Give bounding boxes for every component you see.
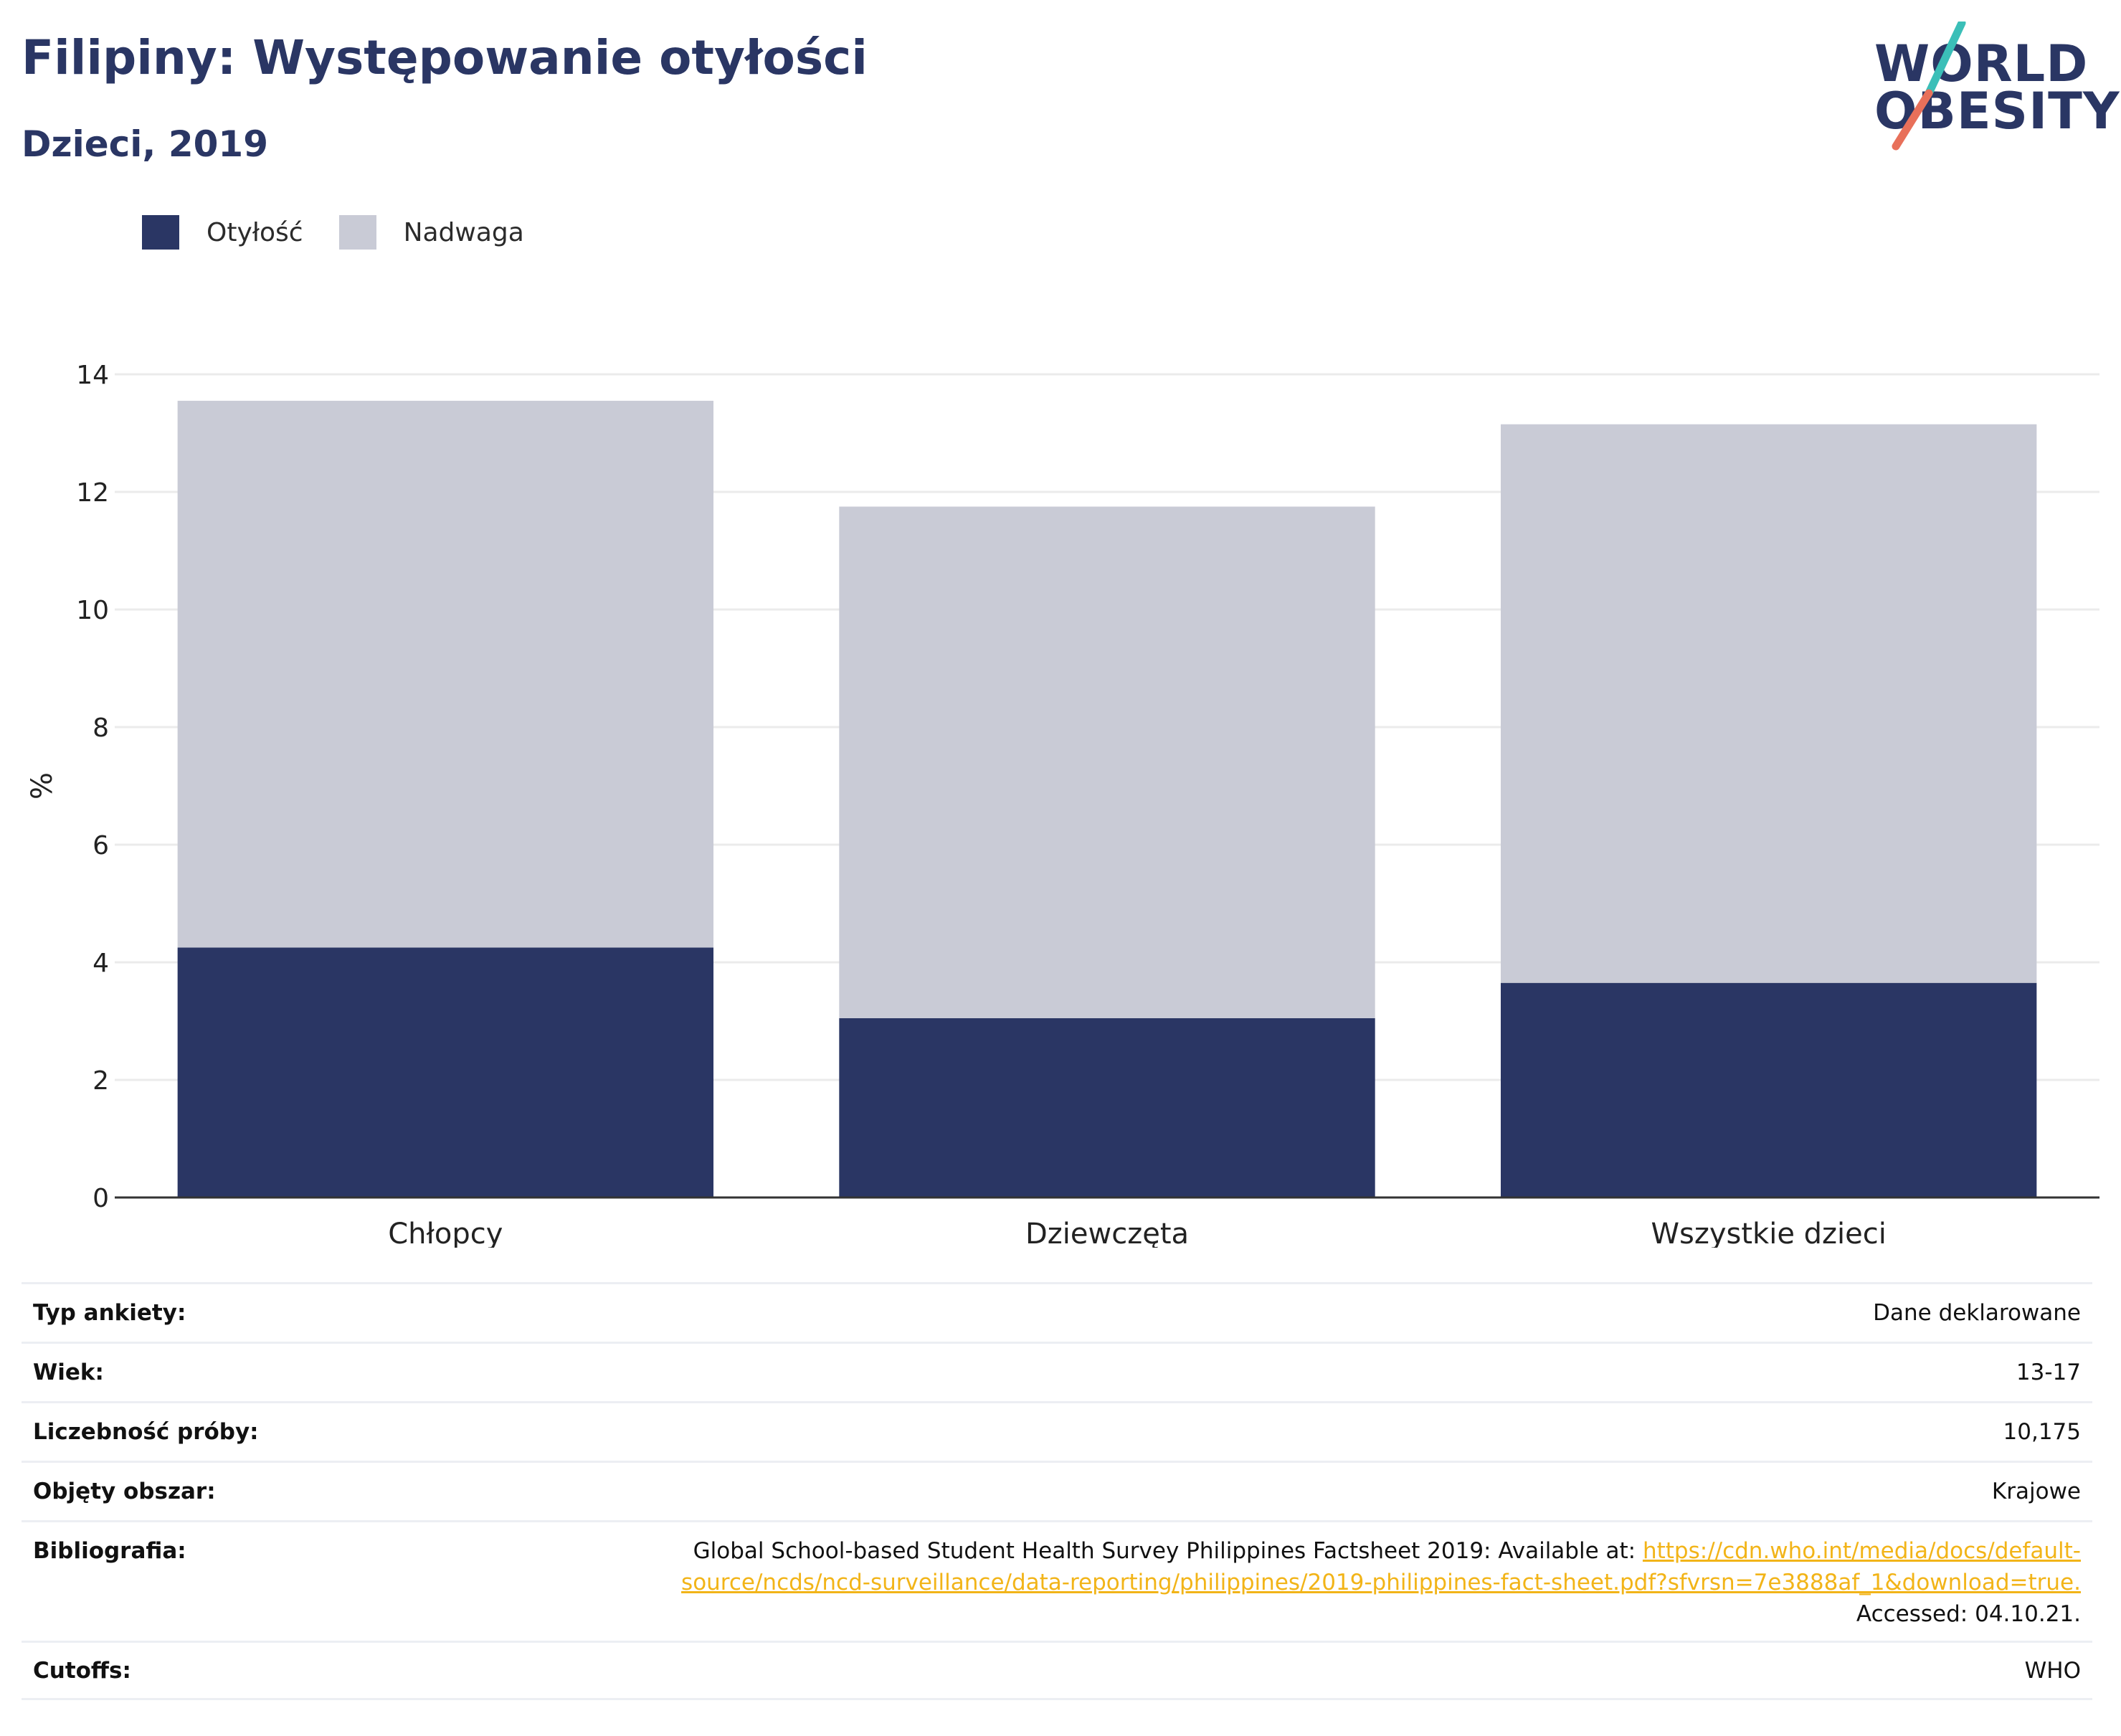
- meta-row-age: Wiek: 13-17: [22, 1342, 2092, 1401]
- meta-label: Liczebność próby:: [33, 1419, 259, 1445]
- legend-item-nadwaga[interactable]: Nadwaga: [338, 215, 524, 250]
- meta-label: Bibliografia:: [33, 1538, 186, 1564]
- meta-label: Typ ankiety:: [33, 1300, 186, 1326]
- x-tick-label: Wszystkie dzieci: [1651, 1218, 1886, 1248]
- chart-legend: Otyłość Nadwaga: [142, 214, 560, 251]
- meta-row-sample: Liczebność próby: 10,175: [22, 1401, 2092, 1461]
- bar-otylosc: [839, 1018, 1375, 1197]
- logo-slash-icon: [1892, 22, 1966, 151]
- page-subtitle: Dzieci, 2019: [22, 123, 268, 165]
- bibliography-link-part-2[interactable]: source/ncds/ncd-surveillance/data-report…: [681, 1570, 2081, 1595]
- metadata-table: Typ ankiety: Dane deklarowane Wiek: 13-1…: [22, 1282, 2092, 1700]
- y-tick-label: 2: [92, 1066, 109, 1096]
- meta-value: WHO: [2024, 1657, 2081, 1684]
- y-tick-label: 4: [92, 949, 109, 978]
- legend-swatch-otylosc: [142, 215, 179, 250]
- page-title: Filipiny: Występowanie otyłości: [22, 30, 868, 85]
- y-axis-title: %: [26, 772, 59, 800]
- bibliography-text: Global School-based Student Health Surve…: [693, 1538, 1643, 1564]
- x-tick-label: Dziewczęta: [1025, 1218, 1189, 1248]
- meta-row-bibliography: Bibliografia: Global School-based Studen…: [22, 1520, 2092, 1641]
- meta-label: Cutoffs:: [33, 1657, 131, 1684]
- bibliography-link-part-1[interactable]: https://cdn.who.int/media/docs/default-: [1642, 1538, 2081, 1564]
- x-tick-label: Chłopcy: [388, 1218, 503, 1248]
- stacked-bar-chart: 0 2 4 6 8 10 12 14% Chłopcy Dziewczęta Wszystkie d…: [26, 361, 2099, 1248]
- bar-nadwaga: [177, 400, 714, 948]
- meta-value: 13-17: [2016, 1360, 2081, 1385]
- legend-label-otylosc: Otyłość: [207, 217, 303, 247]
- y-tick-label: 6: [92, 831, 109, 860]
- meta-label: Wiek:: [33, 1360, 104, 1385]
- meta-value: Global School-based Student Health Surve…: [681, 1535, 2081, 1630]
- meta-row-survey-type: Typ ankiety: Dane deklarowane: [22, 1282, 2092, 1342]
- bibliography-line-1: Global School-based Student Health Surve…: [681, 1535, 2081, 1567]
- y-tick-label: 10: [76, 596, 109, 625]
- meta-value: Dane deklarowane: [1873, 1300, 2081, 1326]
- meta-label: Objęty obszar:: [33, 1479, 216, 1504]
- bar-nadwaga: [839, 506, 1375, 1018]
- bar-nadwaga: [1500, 424, 2037, 983]
- y-tick-label: 8: [92, 713, 109, 743]
- meta-row-area: Objęty obszar: Krajowe: [22, 1461, 2092, 1520]
- meta-value: 10,175: [2003, 1419, 2081, 1445]
- world-obesity-logo[interactable]: WORLD OBESITY: [1871, 22, 2120, 158]
- meta-row-cutoffs: Cutoffs: WHO: [22, 1641, 2092, 1700]
- y-tick-label: 0: [92, 1184, 109, 1213]
- bibliography-accessed: Accessed: 04.10.21.: [1856, 1601, 2081, 1627]
- meta-value: Krajowe: [1991, 1479, 2081, 1504]
- logo-line-1: WORLD: [1874, 34, 2089, 93]
- y-tick-label: 12: [76, 478, 109, 508]
- bibliography-line-2: source/ncds/ncd-surveillance/data-report…: [681, 1567, 2081, 1598]
- y-tick-label: 14: [76, 361, 109, 390]
- bar-otylosc: [177, 947, 714, 1197]
- bar-otylosc: [1500, 982, 2037, 1197]
- legend-label-nadwaga: Nadwaga: [403, 217, 524, 247]
- legend-item-otylosc[interactable]: Otyłość: [142, 215, 303, 250]
- legend-swatch-nadwaga: [338, 215, 376, 250]
